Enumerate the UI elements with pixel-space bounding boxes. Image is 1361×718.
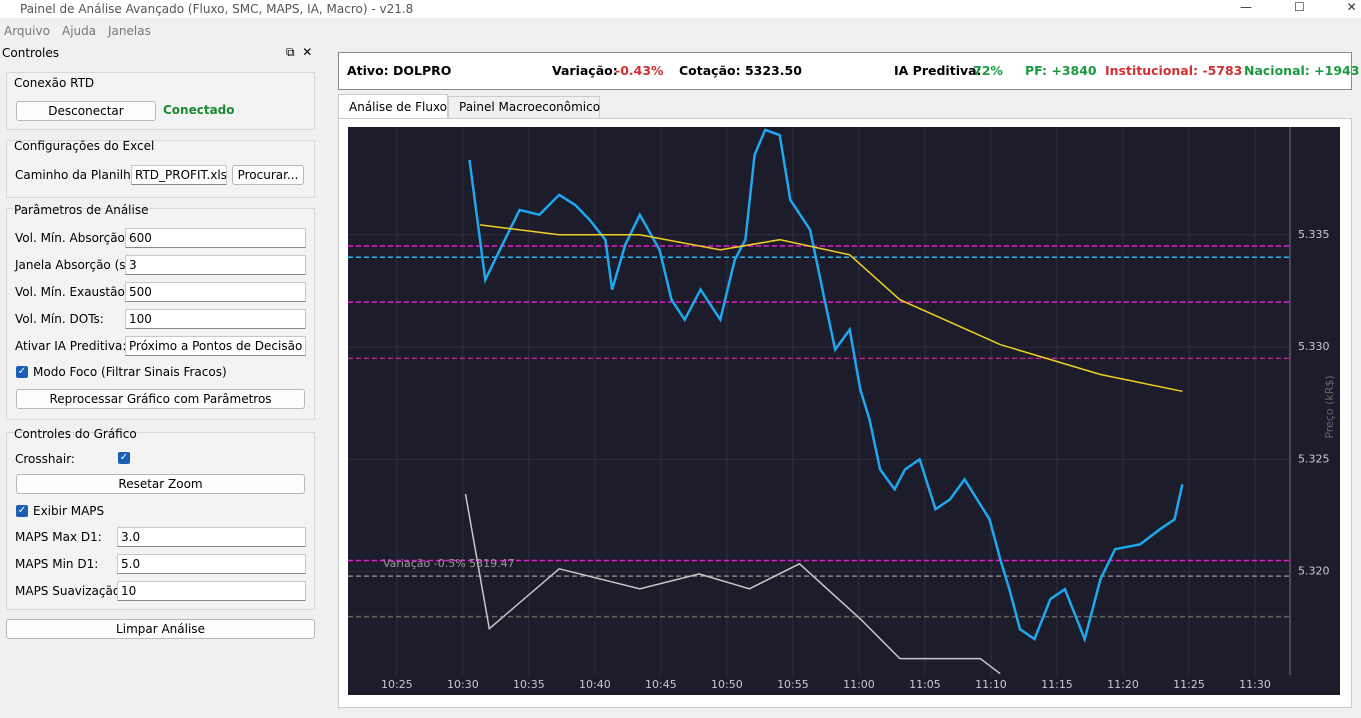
group-title: Parâmetros de Análise <box>14 203 149 217</box>
x-tick-label: 10:30 <box>447 678 479 691</box>
x-tick-label: 10:45 <box>645 678 677 691</box>
window-controls[interactable]: — ☐ ✕ <box>1240 0 1357 14</box>
tab-label: Painel Macroeconômico <box>459 100 601 114</box>
label: MAPS Suavização: <box>15 584 125 598</box>
label: Vol. Mín. DOTs: <box>15 312 104 326</box>
group-title: Controles do Gráfico <box>14 427 137 441</box>
label: Vol. Mín. Absorção: <box>15 231 129 245</box>
x-tick-label: 10:40 <box>579 678 611 691</box>
input[interactable]: 5.0 <box>117 554 306 574</box>
x-tick-label: 10:25 <box>381 678 413 691</box>
y-tick-label: 5.335 <box>1298 228 1330 241</box>
y-axis-label: Preço (kR$) <box>1323 375 1336 438</box>
button[interactable]: Limpar Análise <box>6 619 315 639</box>
input[interactable]: 3.0 <box>117 527 306 547</box>
line-series <box>464 493 1001 675</box>
chart-bg <box>348 127 1340 695</box>
checkbox-label: Modo Foco (Filtrar Sinais Fracos) <box>33 365 227 379</box>
x-tick-label: 11:00 <box>843 678 875 691</box>
tab-label: Análise de Fluxo <box>349 100 448 114</box>
pf: PF: +3840 <box>1025 63 1097 78</box>
variation-label: Variação: <box>552 63 618 78</box>
x-tick-label: 10:50 <box>711 678 743 691</box>
label: MAPS Min D1: <box>15 557 99 571</box>
menu-item[interactable]: Ajuda <box>62 24 97 38</box>
tab[interactable]: Painel Macroeconômico <box>448 96 600 119</box>
checkbox[interactable]: ✓ <box>16 505 28 517</box>
input[interactable]: 500 <box>125 282 306 302</box>
tab-active[interactable]: Análise de Fluxo <box>338 94 448 119</box>
x-tick-label: 10:35 <box>513 678 545 691</box>
asset: Ativo: DOLPRO <box>347 63 452 78</box>
group-title: Configurações do Excel <box>14 139 155 153</box>
institutional: Institucional: -5783 <box>1105 63 1243 78</box>
label: Janela Absorção (s): <box>15 258 135 272</box>
input[interactable]: 10 <box>117 581 306 601</box>
input[interactable]: 3 <box>125 255 306 275</box>
y-tick-label: 5.325 <box>1298 452 1330 465</box>
ia: 72% <box>973 63 1003 78</box>
group-title: Conexão RTD <box>14 76 95 90</box>
group-box <box>6 432 315 610</box>
quote: Cotação: 5323.50 <box>679 63 802 78</box>
x-tick-label: 11:05 <box>909 678 941 691</box>
input[interactable]: 100 <box>125 309 306 329</box>
y-tick-label: 5.320 <box>1298 565 1330 578</box>
input[interactable]: 600 <box>125 228 306 248</box>
label: Vol. Mín. Exaustão: <box>15 285 129 299</box>
ia-label: IA Preditiva: <box>894 63 982 78</box>
menu-item[interactable]: Arquivo <box>4 24 50 38</box>
input[interactable]: Próximo a Pontos de Decisão <box>125 336 306 356</box>
label: Crosshair: <box>15 452 75 466</box>
window-title: Painel de Análise Avançado (Fluxo, SMC, … <box>20 2 414 16</box>
chart: Preço (kR$) 5.320 5.325 5.330 5.335 10:25 10:… <box>348 127 1340 695</box>
x-tick-label: 11:25 <box>1173 678 1205 691</box>
title-bar: Painel de Análise Avançado (Fluxo, SMC, … <box>0 0 1361 18</box>
annotation: Variação -0.5% 5319.47 <box>383 557 515 570</box>
variation: -0.43% <box>615 63 664 78</box>
header-bar: Ativo: DOLPRO Variação: -0.43% Cotação: … <box>338 52 1359 90</box>
y-tick-label: 5.330 <box>1298 340 1330 353</box>
label: Ativar IA Preditiva: <box>15 339 127 353</box>
line-series <box>468 128 1184 644</box>
button[interactable]: Procurar... <box>232 165 304 185</box>
x-tick-label: 11:15 <box>1041 678 1073 691</box>
checkbox[interactable]: ✓ <box>16 366 28 378</box>
national: Nacional: +1943 <box>1244 63 1360 78</box>
panel-title: Controles <box>2 46 60 60</box>
checkbox[interactable]: ✓ <box>118 452 130 464</box>
x-tick-label: 10:55 <box>777 678 809 691</box>
button[interactable]: Desconectar <box>16 101 156 121</box>
x-tick-label: 11:10 <box>975 678 1007 691</box>
input[interactable]: RTD_PROFIT.xlsx <box>131 165 227 185</box>
x-tick-label: 11:30 <box>1239 678 1271 691</box>
button[interactable]: Resetar Zoom <box>16 474 305 494</box>
x-tick-label: 11:20 <box>1107 678 1139 691</box>
status: Conectado <box>163 103 235 117</box>
label: Caminho da Planilha: <box>15 168 143 182</box>
line-series <box>479 224 1183 393</box>
button[interactable]: Reprocessar Gráfico com Parâmetros <box>16 389 305 409</box>
menu-item[interactable]: Janelas <box>108 24 151 38</box>
panel-buttons[interactable]: ⧉ ✕ <box>286 45 313 59</box>
checkbox-label: Exibir MAPS <box>33 504 105 518</box>
label: MAPS Max D1: <box>15 530 102 544</box>
